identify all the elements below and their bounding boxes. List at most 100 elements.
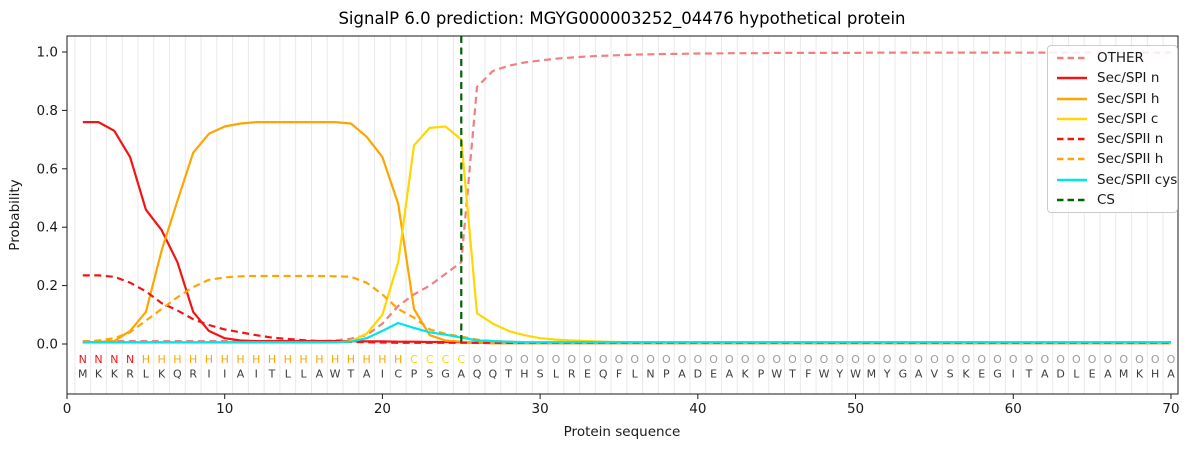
region-label: O xyxy=(615,353,624,366)
region-label: O xyxy=(473,353,482,366)
legend-item-sec-spii-h: Sec/SPII h xyxy=(1048,149,1177,169)
residue-letter: L xyxy=(632,368,639,381)
region-label: O xyxy=(741,353,750,366)
region-label: O xyxy=(820,353,829,366)
residue-letter: H xyxy=(1151,368,1159,381)
region-label: O xyxy=(1167,353,1176,366)
residue-letter: H xyxy=(520,368,528,381)
region-label: O xyxy=(772,353,781,366)
region-label: H xyxy=(347,353,355,366)
region-label: O xyxy=(993,353,1002,366)
region-label: O xyxy=(630,353,639,366)
residue-letter: P xyxy=(663,368,670,381)
region-label: O xyxy=(899,353,908,366)
region-label: H xyxy=(315,353,323,366)
y-tick-label: 0.4 xyxy=(37,220,58,236)
series-line-sec-spii-cys xyxy=(82,321,1171,344)
region-label: O xyxy=(678,353,687,366)
region-label: O xyxy=(962,353,971,366)
residue-letter: Y xyxy=(883,368,891,381)
x-axis-label: Protein sequence xyxy=(564,424,681,440)
residue-letter: K xyxy=(742,368,750,381)
series-line-other xyxy=(82,51,1171,343)
region-label: H xyxy=(363,353,371,366)
residue-letter: E xyxy=(584,368,591,381)
residue-letter: T xyxy=(788,368,796,381)
x-tick-label: 30 xyxy=(532,401,549,417)
residue-letter: D xyxy=(1056,368,1064,381)
region-label: O xyxy=(883,353,892,366)
legend-label: Sec/SPI h xyxy=(1097,90,1160,107)
residue-letter: A xyxy=(458,368,466,381)
region-label: C xyxy=(457,353,465,366)
legend-label: Sec/SPII cys xyxy=(1097,171,1178,188)
residue-letter: L xyxy=(1073,368,1080,381)
residue-letter: D xyxy=(694,368,702,381)
plot-border xyxy=(66,35,1179,395)
residue-letter: S xyxy=(947,368,954,381)
region-label: H xyxy=(252,353,260,366)
x-tick-label: 70 xyxy=(1162,401,1179,417)
region-label: N xyxy=(110,353,118,366)
residue-letter: W xyxy=(819,368,830,381)
region-label: O xyxy=(536,353,545,366)
residue-letter: I xyxy=(223,368,226,381)
region-label: H xyxy=(331,353,339,366)
residue-letter: C xyxy=(394,368,402,381)
region-label: C xyxy=(426,353,434,366)
residue-letter: Q xyxy=(473,368,482,381)
residue-letter: I xyxy=(1012,368,1015,381)
legend-label: Sec/SPI n xyxy=(1097,70,1160,87)
residue-letter: M xyxy=(78,368,88,381)
residue-letter: P xyxy=(758,368,765,381)
region-label: O xyxy=(725,353,734,366)
residue-letter: A xyxy=(678,368,686,381)
residue-letter: G xyxy=(441,368,450,381)
residue-letter: I xyxy=(381,368,384,381)
series-lines xyxy=(82,51,1171,345)
region-label: O xyxy=(930,353,939,366)
residue-letter: R xyxy=(568,368,576,381)
region-label: O xyxy=(1119,353,1128,366)
residue-letter: Q xyxy=(599,368,608,381)
x-tick-label: 60 xyxy=(1005,401,1022,417)
region-label: O xyxy=(1088,353,1097,366)
region-label: H xyxy=(236,353,244,366)
residue-letter: K xyxy=(1136,368,1144,381)
region-label: O xyxy=(1040,353,1049,366)
y-tick-label: 0.2 xyxy=(37,278,58,294)
region-label: C xyxy=(442,353,450,366)
residue-letter: L xyxy=(553,368,560,381)
region-label: O xyxy=(1104,353,1113,366)
x-tick-label: 20 xyxy=(374,401,391,417)
x-tick-label: 0 xyxy=(63,401,72,417)
region-label: O xyxy=(520,353,529,366)
region-label: O xyxy=(646,353,655,366)
region-label: O xyxy=(914,353,923,366)
residue-letter: R xyxy=(189,368,197,381)
region-label: O xyxy=(694,353,703,366)
residue-letter: I xyxy=(207,368,210,381)
residue-letter: Q xyxy=(173,368,182,381)
gridlines xyxy=(74,36,1164,394)
region-label: O xyxy=(583,353,592,366)
region-label: H xyxy=(142,353,150,366)
legend-label: OTHER xyxy=(1097,50,1144,67)
legend-line-sample-sec-spi-c xyxy=(1057,117,1087,121)
region-label: O xyxy=(1009,353,1018,366)
residue-letter: S xyxy=(537,368,544,381)
x-tick-label: 40 xyxy=(689,401,706,417)
region-label: O xyxy=(977,353,986,366)
residue-letter: A xyxy=(316,368,324,381)
region-label: H xyxy=(173,353,181,366)
legend: OTHER Sec/SPI n Sec/SPI h Sec/SPI c Sec/SPII… xyxy=(1047,45,1178,213)
residue-letter: M xyxy=(1119,368,1129,381)
region-label: O xyxy=(757,353,766,366)
region-label: N xyxy=(126,353,134,366)
legend-item-sec-spi-c: Sec/SPI c xyxy=(1048,109,1177,129)
legend-line-sample-cs xyxy=(1057,198,1087,201)
residue-letter: G xyxy=(993,368,1002,381)
legend-label: Sec/SPII n xyxy=(1097,131,1164,148)
